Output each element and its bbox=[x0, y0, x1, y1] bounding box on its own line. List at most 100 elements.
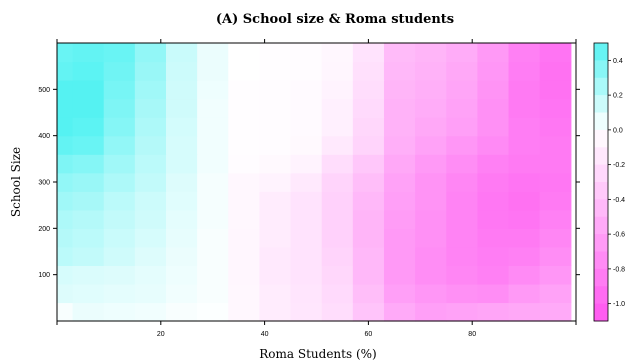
heatmap-cell bbox=[165, 61, 198, 81]
heatmap-cell bbox=[446, 265, 478, 285]
x-tick-label: 20 bbox=[157, 331, 165, 338]
heatmap-cell bbox=[165, 246, 198, 266]
heatmap-cell bbox=[446, 154, 478, 174]
heatmap-cell bbox=[134, 43, 167, 63]
heatmap-cell bbox=[259, 246, 292, 266]
heatmap-cell bbox=[197, 228, 229, 248]
heatmap-cell bbox=[321, 98, 354, 118]
heatmap-cell bbox=[290, 80, 323, 100]
heatmap-cell bbox=[165, 43, 198, 63]
heatmap-cell bbox=[72, 191, 105, 211]
heatmap-cell bbox=[197, 61, 229, 81]
heatmap-cell bbox=[103, 61, 136, 81]
heatmap-cell bbox=[508, 80, 541, 100]
heatmap-cell bbox=[321, 43, 354, 63]
heatmap-cell bbox=[477, 43, 510, 63]
colorbar-tick-label: 0.4 bbox=[613, 58, 623, 65]
heatmap-cell bbox=[321, 117, 354, 137]
heatmap-cell bbox=[103, 265, 136, 285]
heatmap-cell bbox=[415, 43, 447, 63]
heatmap-cell bbox=[72, 265, 105, 285]
x-axis-label: Roma Students (%) bbox=[259, 347, 376, 361]
heatmap-cell bbox=[352, 80, 385, 100]
y-tick-label: 100 bbox=[38, 272, 50, 279]
heatmap-cell bbox=[57, 135, 74, 155]
heatmap-cell bbox=[103, 98, 136, 118]
heatmap-cell bbox=[72, 98, 105, 118]
heatmap-cell bbox=[72, 172, 105, 192]
heatmap-cell bbox=[72, 117, 105, 137]
heatmap-cell bbox=[415, 61, 447, 81]
heatmap-cell bbox=[415, 80, 447, 100]
heatmap-cell bbox=[103, 302, 136, 322]
heatmap-cell bbox=[539, 191, 572, 211]
heatmap-cell bbox=[259, 61, 292, 81]
heatmap-cell bbox=[165, 117, 198, 137]
heatmap-cell bbox=[259, 283, 292, 304]
heatmap-cell bbox=[57, 209, 74, 229]
heatmap-cell bbox=[134, 228, 167, 248]
heatmap-cell bbox=[57, 246, 74, 266]
heatmap-cell bbox=[508, 302, 541, 322]
heatmap-cell bbox=[165, 172, 198, 192]
heatmap-cell bbox=[134, 154, 167, 174]
heatmap-cell bbox=[539, 98, 572, 118]
heatmap-cell bbox=[57, 265, 74, 285]
heatmap-cell bbox=[383, 80, 416, 100]
heatmap-cell bbox=[228, 228, 261, 248]
x-tick-label: 60 bbox=[365, 331, 373, 338]
heatmap-cell bbox=[134, 117, 167, 137]
heatmap-cell bbox=[228, 209, 261, 229]
heatmap-cell bbox=[228, 98, 261, 118]
heatmap-cell bbox=[383, 117, 416, 137]
colorbar-tick-label: -0.6 bbox=[613, 232, 625, 239]
colorbar-tick-label: 0.2 bbox=[613, 93, 623, 100]
y-tick-label: 400 bbox=[38, 133, 50, 140]
heatmap-cell bbox=[508, 228, 541, 248]
colorbar-swatch bbox=[594, 147, 608, 166]
heatmap-cell bbox=[259, 172, 292, 192]
heatmap-cell bbox=[446, 80, 478, 100]
colorbar-swatch bbox=[594, 95, 608, 113]
heatmap-cell bbox=[290, 283, 323, 304]
heatmap-cell bbox=[508, 98, 541, 118]
heatmap-cell bbox=[508, 135, 541, 155]
heatmap-cell bbox=[477, 172, 510, 192]
heatmap-cell bbox=[321, 228, 354, 248]
heatmap-cell bbox=[165, 302, 198, 322]
heatmap-cell bbox=[352, 43, 385, 63]
heatmap-cell bbox=[477, 61, 510, 81]
heatmap-cell bbox=[197, 302, 229, 322]
colorbar-swatch bbox=[594, 129, 608, 148]
colorbar-tick-label: -0.4 bbox=[613, 197, 625, 204]
heatmap-cell bbox=[57, 302, 74, 322]
heatmap-cell bbox=[321, 80, 354, 100]
heatmap-cell bbox=[290, 191, 323, 211]
heatmap-cell bbox=[165, 80, 198, 100]
chart-title: (A) School size & Roma students bbox=[216, 12, 454, 27]
colorbar-swatch bbox=[594, 251, 608, 270]
heatmap-cell bbox=[321, 283, 354, 304]
colorbar-swatch bbox=[594, 199, 608, 218]
heatmap-cell bbox=[228, 191, 261, 211]
heatmap-cell bbox=[165, 283, 198, 304]
heatmap-cell bbox=[103, 246, 136, 266]
heatmap-cell bbox=[57, 283, 74, 304]
heatmap-cell bbox=[290, 209, 323, 229]
heatmap-cell bbox=[383, 228, 416, 248]
heatmap-cell bbox=[197, 43, 229, 63]
heatmap-cell bbox=[508, 61, 541, 81]
heatmap-cell bbox=[197, 265, 229, 285]
heatmap-cell bbox=[134, 135, 167, 155]
heatmap-cell bbox=[259, 135, 292, 155]
heatmap-cell bbox=[477, 98, 510, 118]
heatmap-cell bbox=[134, 209, 167, 229]
heatmap-cell bbox=[103, 135, 136, 155]
colorbar-frame bbox=[593, 42, 609, 322]
heatmap-cell bbox=[446, 228, 478, 248]
heatmap-cell bbox=[197, 80, 229, 100]
heatmap-cell bbox=[446, 191, 478, 211]
heatmap-cell bbox=[477, 283, 510, 304]
y-tick-label: 500 bbox=[38, 87, 50, 94]
heatmap-cell bbox=[72, 283, 105, 304]
